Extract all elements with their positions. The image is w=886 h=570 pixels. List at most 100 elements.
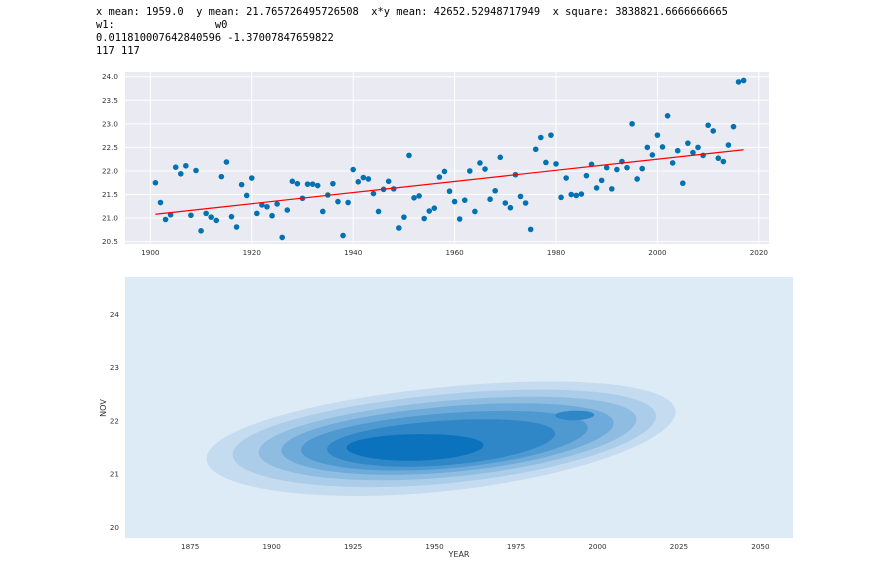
scatter-point bbox=[228, 213, 235, 220]
scatter-point bbox=[710, 128, 717, 134]
scatter-point bbox=[553, 161, 559, 167]
kde-x-tick-label: 1925 bbox=[344, 542, 362, 551]
scatter-y-tick-label: 21.5 bbox=[102, 190, 118, 199]
console-line-weights-header: w1: w0 bbox=[96, 19, 228, 31]
kde-y-tick-label: 22 bbox=[110, 416, 119, 425]
scatter-point bbox=[259, 202, 265, 208]
scatter-point bbox=[203, 210, 209, 217]
scatter-point bbox=[679, 180, 686, 187]
scatter-point bbox=[654, 132, 661, 138]
scatter-point bbox=[279, 234, 285, 241]
scatter-point bbox=[330, 180, 336, 187]
scatter-y-tick-label: 23.5 bbox=[102, 96, 118, 105]
scatter-point bbox=[157, 199, 164, 206]
scatter-point bbox=[482, 166, 488, 172]
scatter-point bbox=[223, 159, 230, 165]
scatter-point bbox=[233, 224, 240, 230]
kde-y-axis-label: NOV bbox=[99, 399, 108, 417]
scatter-point bbox=[406, 152, 412, 159]
scatter-point bbox=[314, 182, 321, 189]
scatter-point bbox=[598, 177, 605, 184]
scatter-point bbox=[624, 164, 630, 171]
scatter-point bbox=[467, 168, 473, 174]
scatter-point bbox=[319, 208, 326, 215]
scatter-point bbox=[401, 214, 407, 220]
scatter-point bbox=[634, 176, 640, 182]
scatter-point bbox=[669, 160, 676, 166]
scatter-point bbox=[497, 154, 504, 161]
kde-x-tick-label: 1875 bbox=[181, 542, 199, 551]
scatter-point bbox=[487, 196, 493, 203]
scatter-point bbox=[274, 201, 280, 207]
scatter-point bbox=[609, 186, 615, 192]
kde-y-tick-label: 20 bbox=[110, 523, 120, 532]
kde-density-level-7 bbox=[346, 434, 484, 461]
scatter-point bbox=[152, 179, 159, 186]
scatter-point bbox=[477, 160, 483, 166]
scatter-x-tick-label: 1980 bbox=[547, 248, 566, 257]
scatter-point bbox=[735, 79, 742, 85]
scatter-point bbox=[446, 188, 453, 195]
scatter-point bbox=[461, 197, 468, 203]
scatter-point bbox=[532, 146, 539, 153]
kde-x-tick-label: 2000 bbox=[588, 542, 607, 551]
scatter-point bbox=[538, 134, 544, 141]
scatter-chart: 1900 1920 1940 1960 1980 2000 2020 20.5 21.0 21.5… bbox=[102, 72, 769, 257]
scatter-point bbox=[208, 214, 215, 220]
scatter-point bbox=[355, 178, 362, 185]
scatter-y-tick-label: 22.0 bbox=[102, 166, 118, 175]
scatter-point bbox=[365, 176, 372, 182]
scatter-point bbox=[198, 228, 204, 234]
kde-x-tick-label: 1950 bbox=[425, 542, 444, 551]
console-output: x mean: 1959.0 y mean: 21.76572649572650… bbox=[96, 6, 728, 58]
scatter-point bbox=[335, 198, 341, 205]
scatter-point bbox=[685, 140, 691, 146]
scatter-point bbox=[370, 190, 377, 197]
scatter-point bbox=[269, 212, 275, 219]
scatter-y-tick-label: 24.0 bbox=[102, 72, 118, 81]
scatter-point bbox=[614, 166, 620, 173]
scatter-point bbox=[264, 203, 270, 210]
scatter-point bbox=[340, 232, 346, 239]
scatter-point bbox=[284, 207, 291, 213]
scatter-point bbox=[456, 216, 463, 222]
scatter-y-tick-label: 21.0 bbox=[102, 214, 118, 223]
scatter-point bbox=[715, 155, 722, 162]
scatter-point bbox=[441, 168, 448, 175]
scatter-point bbox=[177, 170, 184, 177]
scatter-point bbox=[649, 152, 656, 158]
scatter-point bbox=[558, 194, 564, 201]
scatter-point bbox=[451, 198, 458, 205]
scatter-point bbox=[350, 166, 356, 173]
scatter-x-tick-label: 2000 bbox=[648, 248, 667, 257]
scatter-point bbox=[543, 159, 549, 166]
scatter-point bbox=[188, 212, 194, 219]
scatter-point bbox=[248, 175, 255, 181]
scatter-point bbox=[720, 158, 727, 165]
scatter-point bbox=[162, 216, 169, 223]
kde-y-tick-label: 24 bbox=[110, 310, 120, 319]
scatter-point bbox=[360, 174, 367, 181]
scatter-point bbox=[218, 173, 225, 180]
scatter-y-tick-label: 23.0 bbox=[102, 119, 118, 128]
regression-line bbox=[155, 149, 744, 215]
scatter-point bbox=[674, 147, 681, 154]
console-line-means: x mean: 1959.0 y mean: 21.76572649572650… bbox=[96, 6, 728, 18]
scatter-point bbox=[431, 205, 438, 211]
kde-x-tick-label: 2025 bbox=[670, 542, 688, 551]
scatter-point bbox=[421, 215, 427, 222]
scatter-y-tick-label: 20.5 bbox=[102, 237, 118, 246]
scatter-point bbox=[705, 122, 711, 129]
scatter-point bbox=[426, 208, 433, 214]
kde-y-tick-label: 23 bbox=[110, 363, 119, 372]
scatter-point bbox=[238, 181, 245, 188]
scatter-point bbox=[375, 208, 382, 215]
scatter-point bbox=[690, 149, 696, 156]
scatter-x-tick-label: 1940 bbox=[344, 248, 363, 257]
scatter-point bbox=[294, 180, 301, 187]
scatter-point bbox=[254, 210, 260, 217]
scatter-point bbox=[527, 226, 534, 233]
scatter-point bbox=[644, 144, 651, 151]
scatter-point bbox=[167, 211, 174, 218]
